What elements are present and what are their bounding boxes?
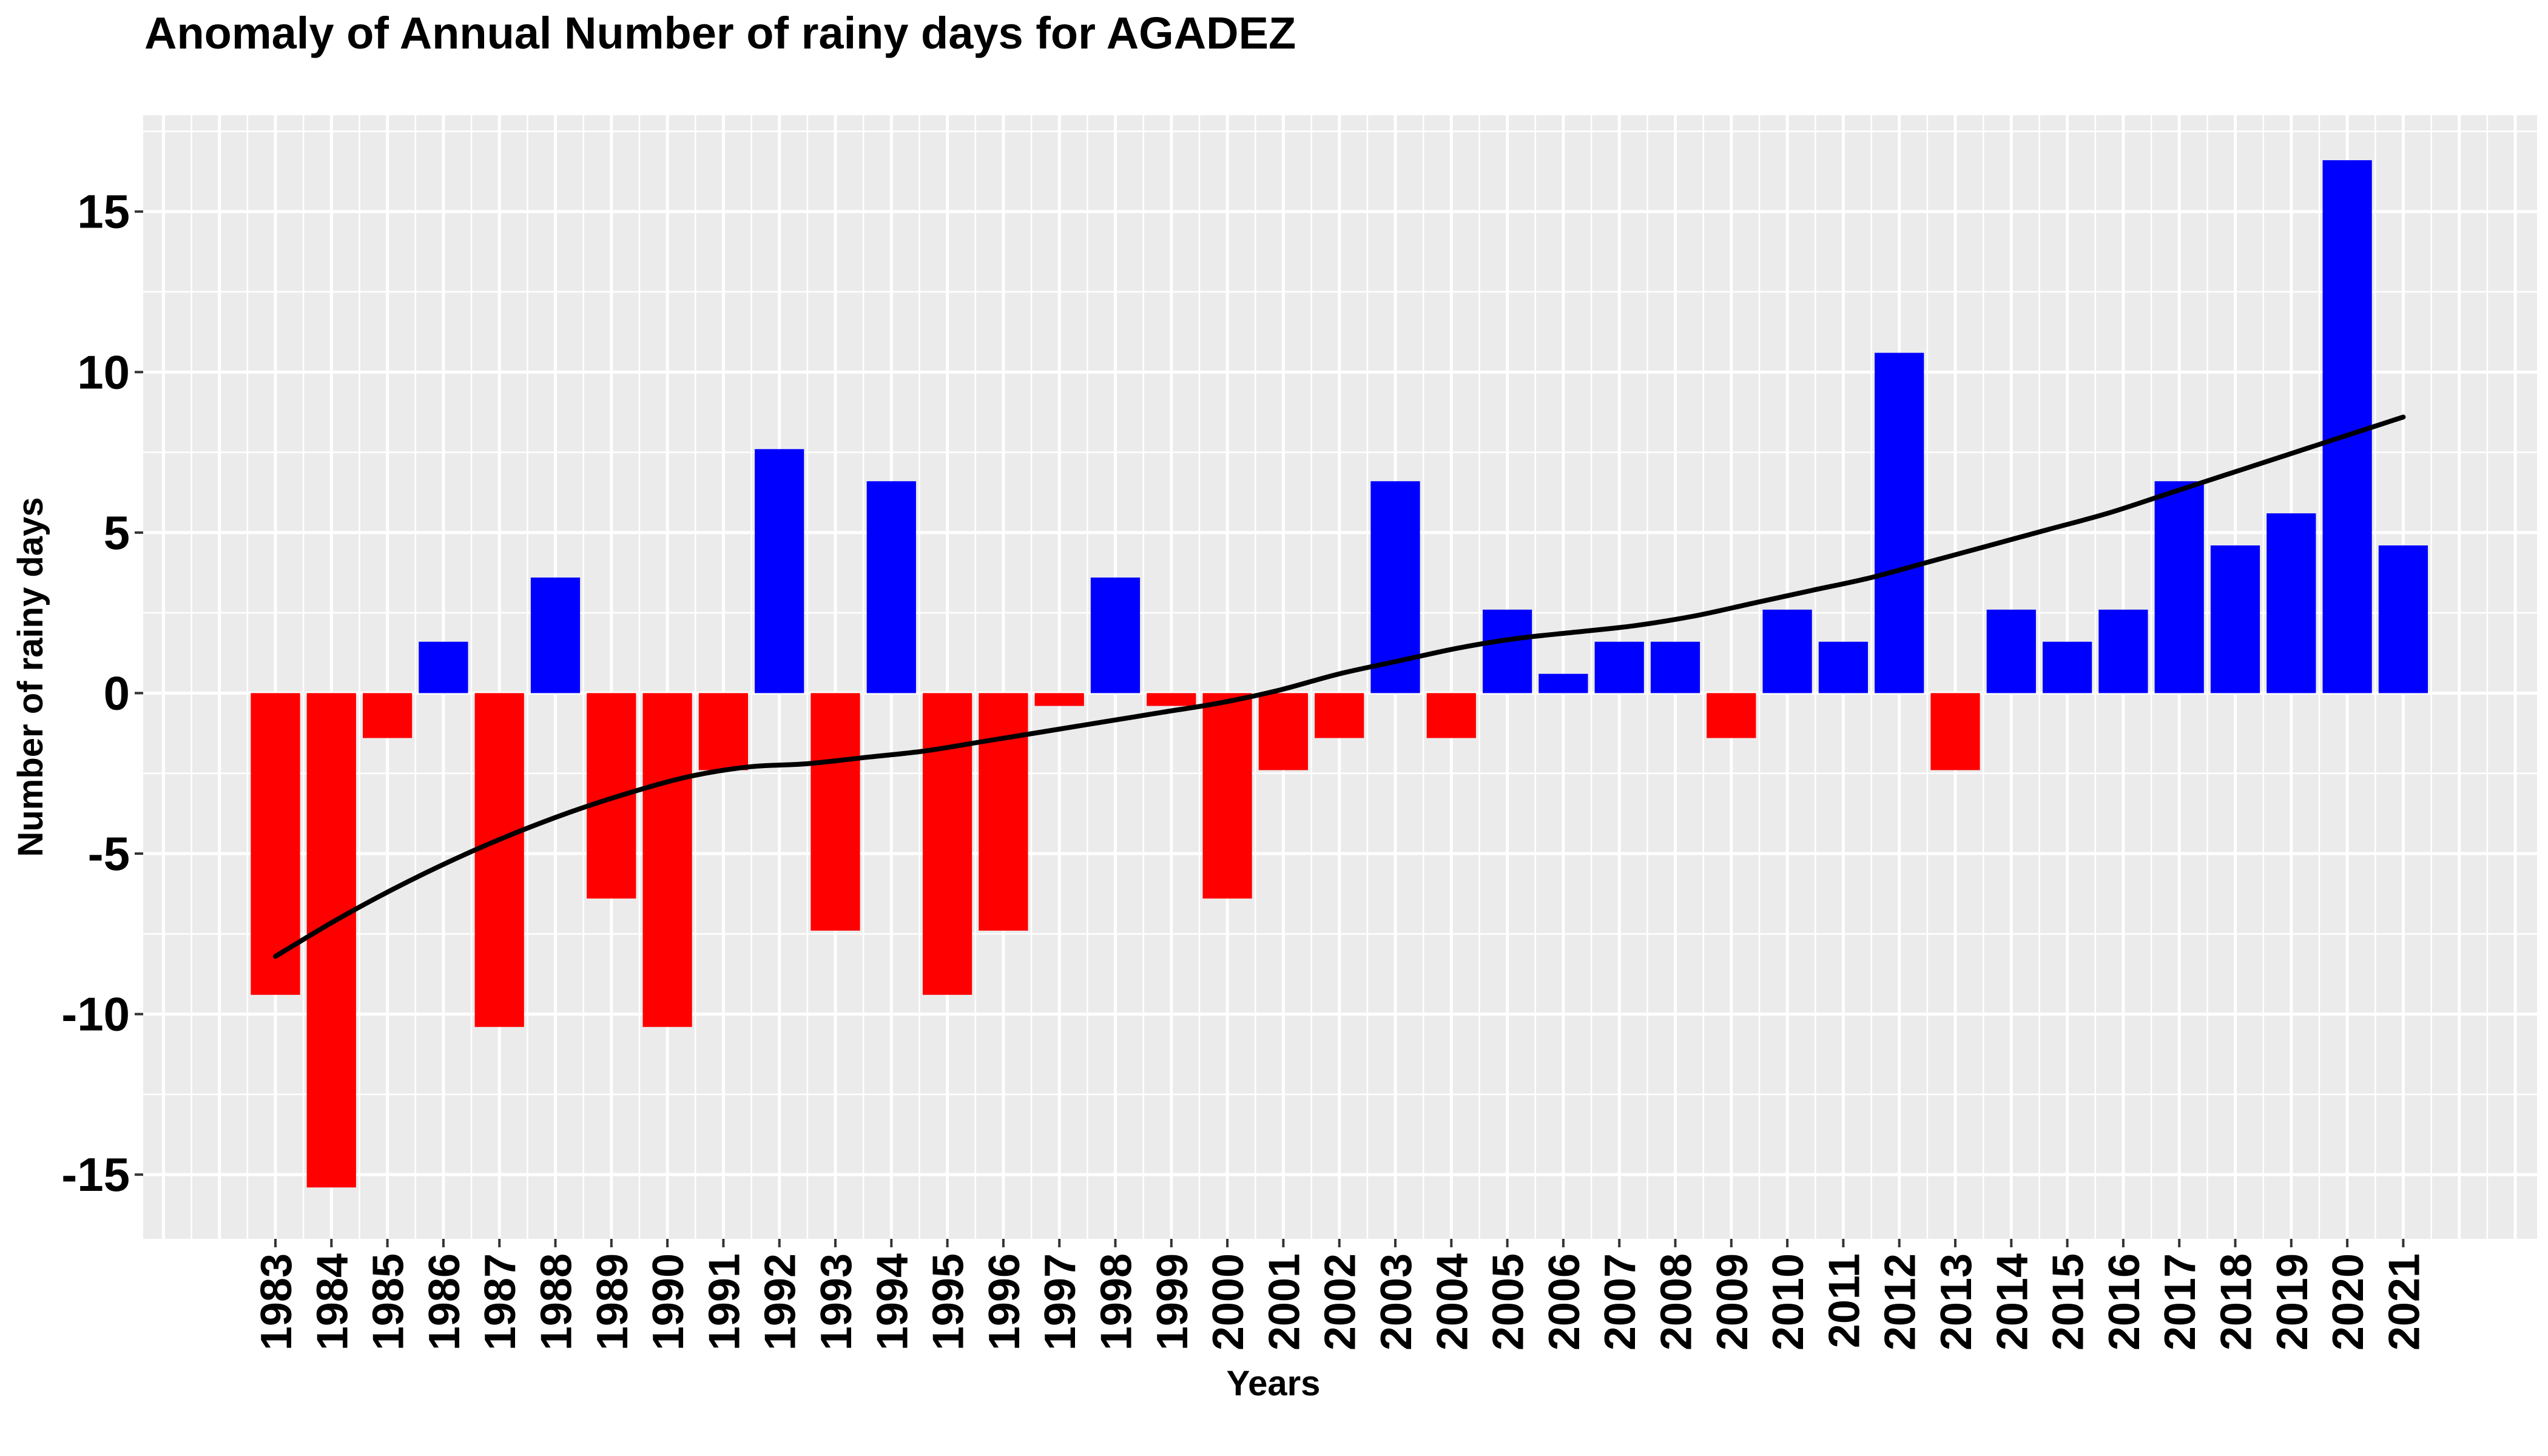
x-tick-label: 2019 [2268, 1253, 2317, 1350]
x-tick-label: 1983 [252, 1253, 301, 1350]
x-tick-label: 2017 [2156, 1253, 2205, 1350]
bar-1993 [811, 693, 860, 931]
bar-1994 [866, 481, 916, 693]
x-tick-label: 1989 [588, 1253, 637, 1350]
bar-1985 [362, 693, 413, 738]
bar-2001 [1258, 693, 1309, 770]
x-tick-label: 2013 [1932, 1253, 1981, 1350]
bar-1988 [530, 577, 581, 693]
x-tick-label: 2003 [1372, 1253, 1421, 1350]
y-axis: -15 -10 -5 0 5 10 15 [61, 185, 143, 1201]
chart-title: Anomaly of Annual Number of rainy days f… [144, 8, 1296, 58]
x-tick-label: 2006 [1540, 1253, 1589, 1350]
bar-1983 [251, 693, 300, 995]
bar-1984 [306, 693, 356, 1188]
x-tick-label: 1984 [308, 1253, 357, 1350]
y-axis-title: Number of rainy days [11, 497, 50, 857]
trend-line [273, 414, 2406, 959]
x-tick-label: 2000 [1204, 1253, 1253, 1350]
x-tick-label: 2005 [1485, 1253, 1533, 1350]
bar-2014 [1986, 609, 2036, 693]
bar-1997 [1034, 693, 1084, 706]
bar-2004 [1426, 693, 1476, 738]
bar-1986 [419, 641, 468, 693]
x-tick-label: 1997 [1036, 1253, 1085, 1350]
x-tick-label: 2002 [1316, 1253, 1365, 1350]
x-tick-label: 2021 [2380, 1253, 2428, 1350]
bar-2006 [1539, 673, 1588, 693]
y-tick-label: -10 [61, 988, 130, 1041]
x-tick-label: 1995 [925, 1253, 973, 1350]
y-tick-label: -15 [61, 1148, 130, 1201]
x-axis-title: Years [1227, 1364, 1321, 1403]
x-tick-label: 1985 [365, 1253, 413, 1350]
bar-2012 [1875, 352, 1924, 693]
bar-2019 [2267, 513, 2316, 693]
x-tick-label: 2014 [1988, 1253, 2037, 1350]
x-tick-label: 2009 [1708, 1253, 1757, 1350]
bar-2021 [2378, 545, 2428, 693]
x-tick-label: 1991 [700, 1253, 749, 1350]
bar-2010 [1762, 609, 1812, 693]
bar-2013 [1930, 693, 1980, 770]
x-tick-label: 2020 [2324, 1253, 2373, 1350]
y-tick-label: -5 [88, 827, 130, 880]
x-tick-label: 1990 [644, 1253, 693, 1350]
bar-2008 [1650, 641, 1700, 693]
bar-1999 [1147, 693, 1196, 706]
bar-1991 [698, 693, 749, 770]
bars [251, 160, 2428, 1188]
x-tick-label: 1994 [868, 1253, 917, 1350]
x-tick-label: 2018 [2213, 1253, 2261, 1350]
x-tick-label: 2004 [1428, 1253, 1477, 1350]
bar-2016 [2098, 609, 2148, 693]
x-tick-label: 1998 [1093, 1253, 1141, 1350]
y-tick-label: 5 [104, 506, 130, 559]
bar-1998 [1090, 577, 1141, 693]
bar-1992 [755, 449, 804, 693]
x-tick-label: 1987 [476, 1253, 525, 1350]
trend-layer [273, 414, 2406, 959]
y-tick-label: 15 [77, 185, 130, 238]
bar-2011 [1818, 641, 1869, 693]
x-tick-label: 2015 [2044, 1253, 2093, 1350]
bar-2020 [2322, 160, 2372, 693]
x-tick-label: 1992 [757, 1253, 805, 1350]
bar-2000 [1202, 693, 1252, 899]
x-tick-label: 1996 [980, 1253, 1029, 1350]
bar-1990 [642, 693, 692, 1027]
x-tick-label: 1993 [812, 1253, 861, 1350]
x-tick-label: 2001 [1260, 1253, 1309, 1350]
x-tick-label: 2007 [1596, 1253, 1645, 1350]
bar-1995 [922, 693, 972, 995]
x-tick-label: 2010 [1764, 1253, 1813, 1350]
x-tick-label: 2008 [1653, 1253, 1701, 1350]
bar-2002 [1315, 693, 1364, 738]
x-tick-label: 2012 [1876, 1253, 1925, 1350]
bar-2018 [2210, 545, 2260, 693]
bar-2015 [2042, 641, 2092, 693]
x-tick-label: 2011 [1820, 1253, 1869, 1348]
x-axis: 1983 1984 1985 1986 1987 1988 1989 1990 1991 1992… [252, 1239, 2428, 1350]
x-tick-label: 1999 [1148, 1253, 1197, 1350]
y-tick-label: 10 [77, 345, 130, 399]
bar-2009 [1707, 693, 1756, 738]
bar-2017 [2154, 481, 2204, 693]
x-tick-label: 1988 [533, 1253, 581, 1350]
x-tick-label: 2016 [2100, 1253, 2149, 1350]
bar-1996 [979, 693, 1028, 931]
y-tick-label: 0 [104, 666, 130, 720]
bar-2007 [1594, 641, 1644, 693]
bar-1987 [474, 693, 524, 1027]
bar-2005 [1482, 609, 1532, 693]
x-tick-label: 1986 [420, 1253, 469, 1350]
